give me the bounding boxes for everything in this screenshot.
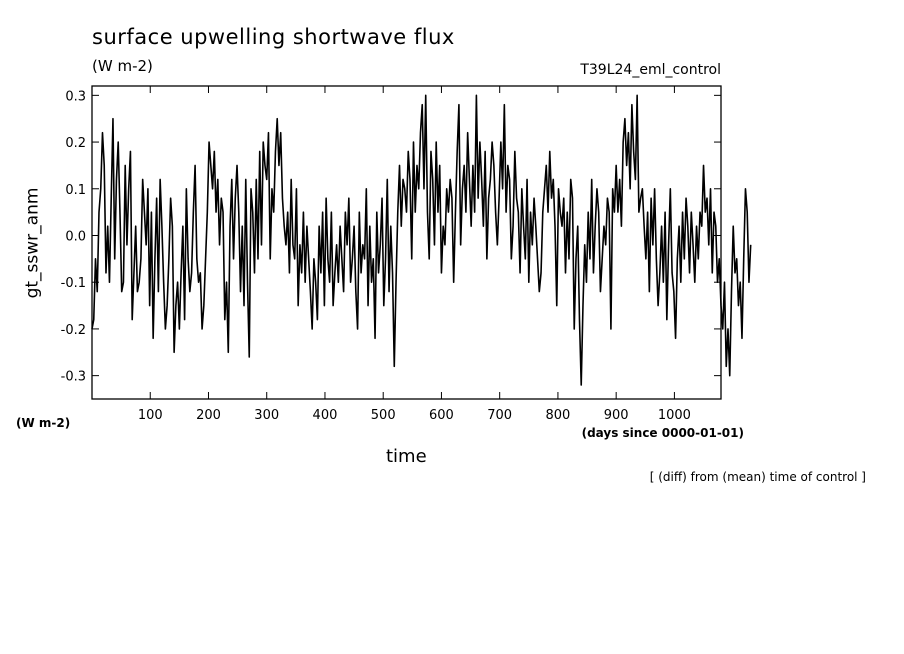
chart-title: surface upwelling shortwave flux — [92, 25, 455, 49]
y-tick-label: 0.3 — [65, 89, 86, 104]
y-axis-units: (W m-2) — [16, 416, 71, 430]
y-tick-label: -0.1 — [61, 276, 86, 291]
x-axis-label: time — [386, 446, 427, 467]
y-tick-label: -0.3 — [61, 370, 86, 385]
x-tick-label: 400 — [313, 408, 338, 423]
x-tick-label: 500 — [371, 408, 396, 423]
x-tick-label: 200 — [196, 408, 221, 423]
x-axis-units: (days since 0000-01-01) — [581, 426, 744, 440]
y-tick-label: 0.1 — [65, 183, 86, 198]
chart-subtitle: (W m-2) — [92, 57, 153, 75]
x-tick-label: 300 — [254, 408, 279, 423]
x-tick-label: 1000 — [658, 408, 691, 423]
y-tick-label: 0.2 — [65, 136, 86, 151]
x-tick-label: 100 — [138, 408, 163, 423]
x-tick-label: 800 — [546, 408, 571, 423]
plot-frame — [91, 85, 722, 400]
x-tick-label: 700 — [487, 408, 512, 423]
series-line — [91, 94, 752, 386]
chart-annotation: [ (diff) from (mean) time of control ] — [649, 470, 866, 484]
y-axis-ticks: 0.3 0.2 0.1 0.0 -0.1 -0.2 -0.3 — [61, 89, 721, 385]
y-tick-label: -0.2 — [61, 323, 86, 338]
x-tick-label: 900 — [604, 408, 629, 423]
series-group — [91, 94, 752, 386]
x-tick-label: 600 — [429, 408, 454, 423]
y-tick-label: 0.0 — [65, 229, 86, 244]
run-label: T39L24_eml_control — [580, 62, 721, 78]
x-axis-ticks: 100 200 300 400 500 600 700 800 900 1000 — [138, 86, 691, 423]
